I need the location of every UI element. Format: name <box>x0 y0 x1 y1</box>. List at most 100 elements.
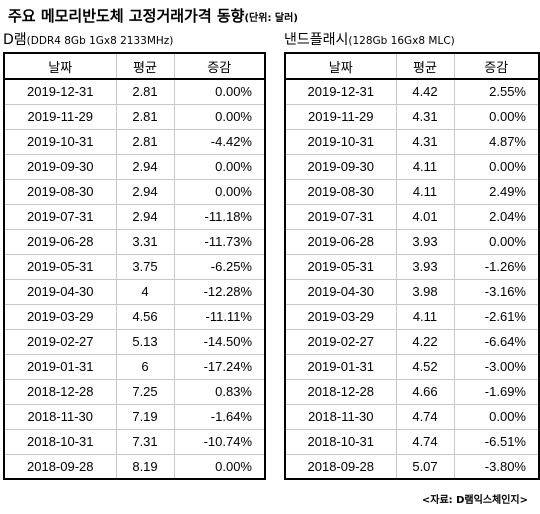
cell-change: -6.25% <box>173 254 266 280</box>
cell-average: 7.19 <box>115 404 175 430</box>
cell-average: 2.81 <box>115 104 175 130</box>
table-row: 2019-03-29 4.11 -2.61% <box>284 304 540 330</box>
cell-date: 2019-09-30 <box>3 154 117 180</box>
cell-date: 2019-05-31 <box>3 254 117 280</box>
cell-change: -1.26% <box>453 254 540 280</box>
table-row: 2018-10-31 7.31 -10.74% <box>3 429 266 455</box>
cell-date: 2019-06-28 <box>3 229 117 255</box>
cell-change: -6.51% <box>453 429 540 455</box>
table-row: 2018-11-30 4.74 0.00% <box>284 404 540 430</box>
cell-average: 2.94 <box>115 154 175 180</box>
table-row: 2019-02-27 5.13 -14.50% <box>3 329 266 355</box>
cell-change: 0.00% <box>453 104 540 130</box>
table-row: 2019-06-28 3.31 -11.73% <box>3 229 266 255</box>
table-row: 2019-12-31 2.81 0.00% <box>3 79 266 105</box>
table-row: 2019-10-31 4.31 4.87% <box>284 129 540 155</box>
table-row: 2019-09-30 4.11 0.00% <box>284 154 540 180</box>
table-row: 2019-07-31 2.94 -11.18% <box>3 204 266 230</box>
table-row: 2019-04-30 4 -12.28% <box>3 279 266 305</box>
cell-change: 4.87% <box>453 129 540 155</box>
cell-change: 2.55% <box>453 79 540 105</box>
table-row: 2019-07-31 4.01 2.04% <box>284 204 540 230</box>
cell-date: 2019-04-30 <box>3 279 117 305</box>
dram-price-table: 날짜 평균 증감 2019-12-31 2.81 0.00% 2019-11-29 2.… <box>3 52 266 480</box>
cell-change: 0.00% <box>173 79 266 105</box>
cell-date: 2019-03-29 <box>284 304 397 330</box>
cell-change: -17.24% <box>173 354 266 380</box>
table-row: 2018-10-31 4.74 -6.51% <box>284 429 540 455</box>
cell-date: 2019-01-31 <box>3 354 117 380</box>
cell-change: 0.00% <box>173 454 266 480</box>
cell-change: -14.50% <box>173 329 266 355</box>
cell-date: 2018-11-30 <box>3 404 117 430</box>
header-average: 평균 <box>115 52 175 80</box>
cell-date: 2019-07-31 <box>284 204 397 230</box>
cell-change: 0.00% <box>173 179 266 205</box>
cell-average: 3.31 <box>115 229 175 255</box>
dram-table-body: 2019-12-31 2.81 0.00% 2019-11-29 2.81 0.00% 20… <box>3 79 266 480</box>
cell-average: 4.74 <box>395 429 455 455</box>
header-date: 날짜 <box>284 52 397 80</box>
cell-average: 5.13 <box>115 329 175 355</box>
cell-average: 7.25 <box>115 379 175 405</box>
cell-date: 2019-01-31 <box>284 354 397 380</box>
table-row: 2019-08-30 4.11 2.49% <box>284 179 540 205</box>
table-row: 2019-01-31 6 -17.24% <box>3 354 266 380</box>
cell-average: 4.11 <box>395 154 455 180</box>
cell-change: -3.00% <box>453 354 540 380</box>
cell-average: 2.94 <box>115 204 175 230</box>
cell-date: 2019-05-31 <box>284 254 397 280</box>
cell-change: 0.00% <box>173 104 266 130</box>
cell-average: 4.11 <box>395 304 455 330</box>
cell-change: 0.00% <box>453 154 540 180</box>
cell-date: 2019-12-31 <box>284 79 397 105</box>
cell-date: 2019-02-27 <box>284 329 397 355</box>
cell-date: 2019-08-30 <box>284 179 397 205</box>
dram-caption: D램(DDR4 8Gb 1Gx8 2133MHz) <box>3 31 173 49</box>
cell-change: -4.42% <box>173 129 266 155</box>
table-row: 2018-12-28 7.25 0.83% <box>3 379 266 405</box>
dram-spec: (DDR4 8Gb 1Gx8 2133MHz) <box>26 35 174 47</box>
cell-average: 4.31 <box>395 129 455 155</box>
cell-change: 2.04% <box>453 204 540 230</box>
cell-date: 2019-10-31 <box>3 129 117 155</box>
cell-change: -1.64% <box>173 404 266 430</box>
cell-average: 3.93 <box>395 229 455 255</box>
header-average: 평균 <box>395 52 455 80</box>
table-row: 2018-11-30 7.19 -1.64% <box>3 404 266 430</box>
cell-average: 4.66 <box>395 379 455 405</box>
source-note: <자료: D램익스체인지> <box>421 495 528 506</box>
cell-average: 4 <box>115 279 175 305</box>
nand-table-body: 2019-12-31 4.42 2.55% 2019-11-29 4.31 0.00% 20… <box>284 79 540 480</box>
cell-change: 2.49% <box>453 179 540 205</box>
table-row: 2019-04-30 3.98 -3.16% <box>284 279 540 305</box>
table-row: 2019-01-31 4.52 -3.00% <box>284 354 540 380</box>
table-header-row: 날짜 평균 증감 <box>3 52 266 80</box>
cell-average: 4.01 <box>395 204 455 230</box>
cell-date: 2019-06-28 <box>284 229 397 255</box>
cell-date: 2019-08-30 <box>3 179 117 205</box>
header-date: 날짜 <box>3 52 117 80</box>
cell-average: 6 <box>115 354 175 380</box>
cell-date: 2018-12-28 <box>3 379 117 405</box>
cell-average: 4.11 <box>395 179 455 205</box>
cell-average: 4.74 <box>395 404 455 430</box>
title-text: 주요 메모리반도체 고정거래가격 동향 <box>8 7 245 25</box>
cell-change: 0.00% <box>173 154 266 180</box>
cell-change: -3.80% <box>453 454 540 480</box>
cell-average: 3.93 <box>395 254 455 280</box>
cell-average: 4.42 <box>395 79 455 105</box>
unit-label: (단위: 달러) <box>244 13 298 24</box>
cell-change: 0.00% <box>453 229 540 255</box>
cell-average: 4.22 <box>395 329 455 355</box>
cell-average: 7.31 <box>115 429 175 455</box>
nand-name: 낸드플래시 <box>284 32 349 48</box>
table-row: 2019-03-29 4.56 -11.11% <box>3 304 266 330</box>
table-row: 2019-05-31 3.93 -1.26% <box>284 254 540 280</box>
cell-change: -10.74% <box>173 429 266 455</box>
cell-change: -11.18% <box>173 204 266 230</box>
cell-date: 2018-11-30 <box>284 404 397 430</box>
table-row: 2019-09-30 2.94 0.00% <box>3 154 266 180</box>
table-row: 2019-05-31 3.75 -6.25% <box>3 254 266 280</box>
cell-change: 0.00% <box>453 404 540 430</box>
